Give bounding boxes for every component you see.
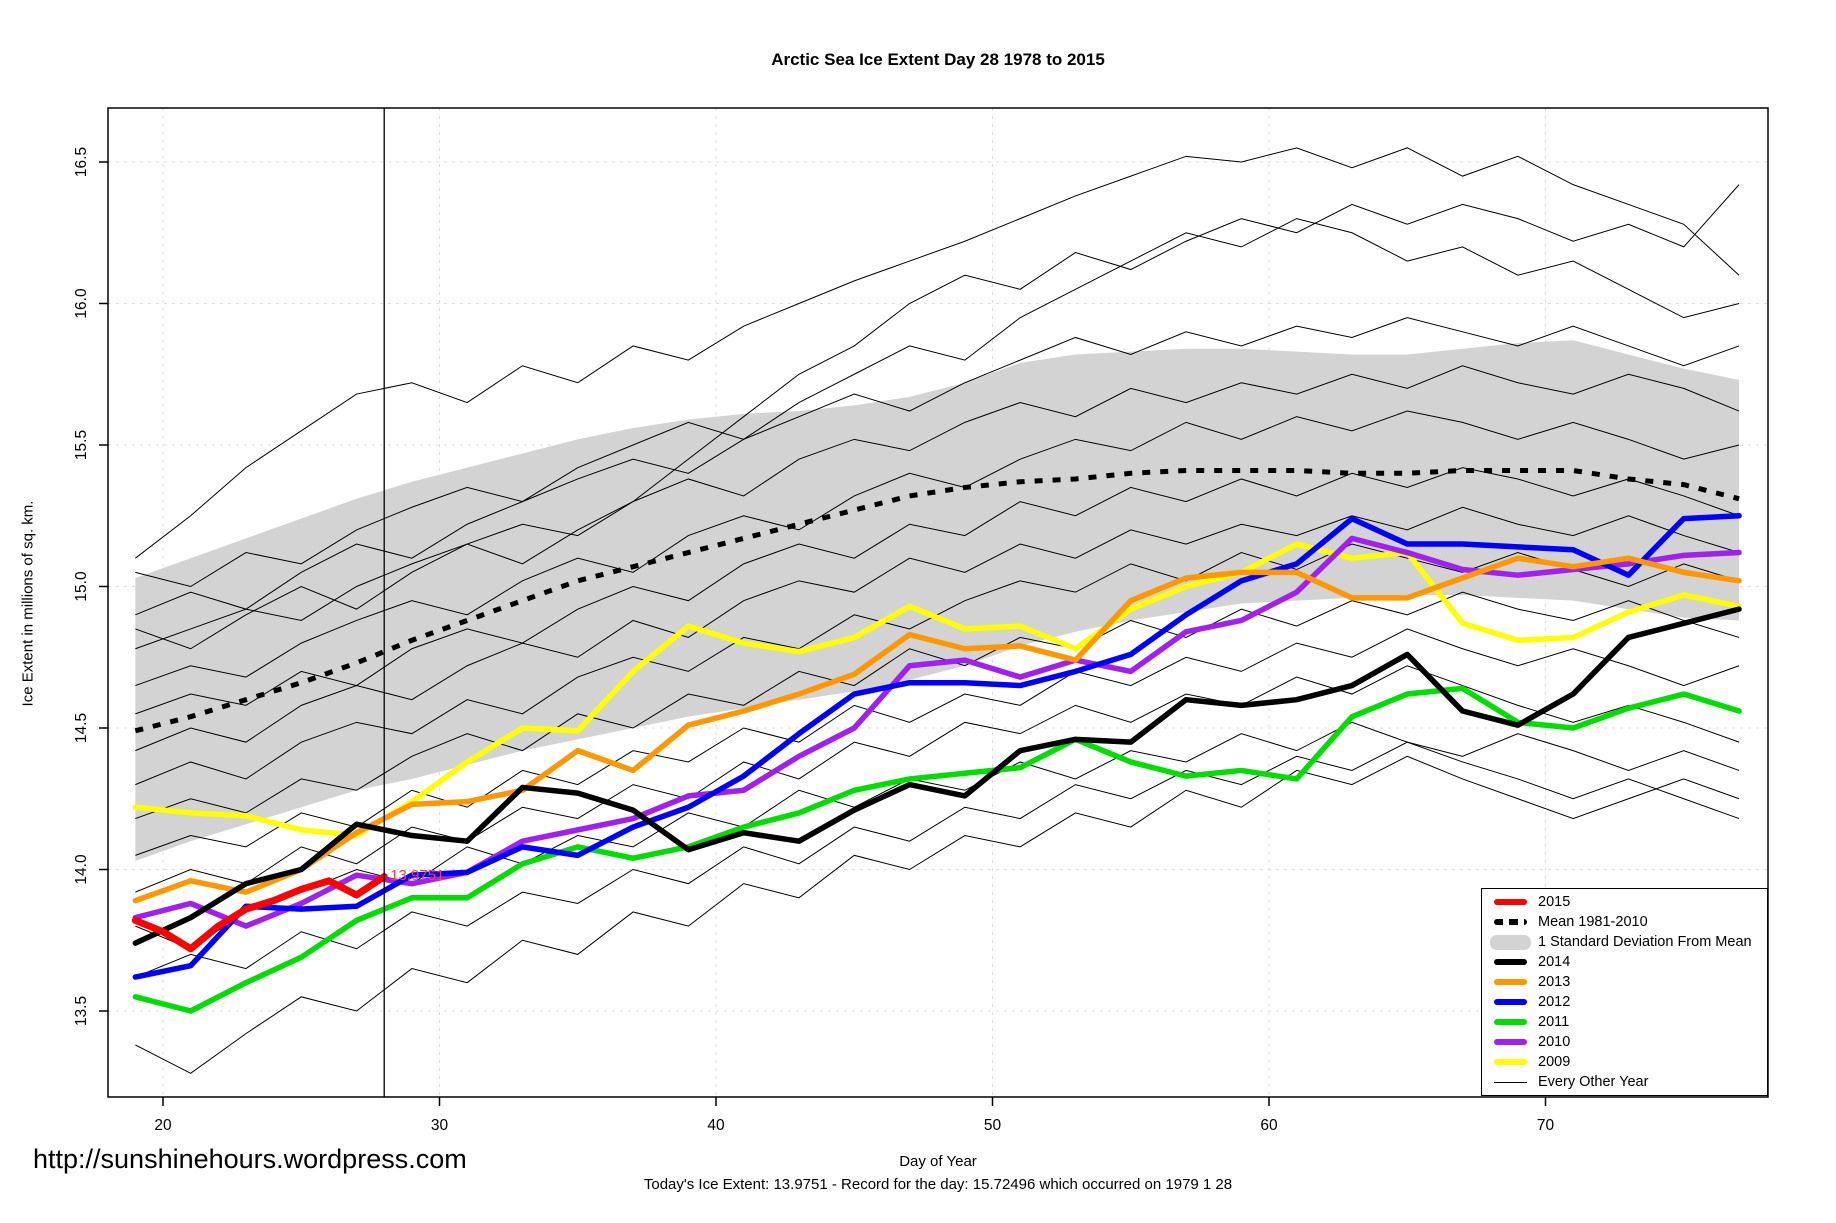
x-axis-title: Day of Year xyxy=(899,1153,977,1170)
legend-label: 2011 xyxy=(1538,1014,1570,1030)
legend-label: 2012 xyxy=(1538,994,1571,1010)
legend-swatch xyxy=(1490,934,1531,950)
legend-swatch xyxy=(1494,1059,1527,1065)
y-tick-label: 13.5 xyxy=(73,996,90,1026)
other-year-line xyxy=(135,591,1740,820)
other-year-line xyxy=(135,365,1740,650)
legend-swatch xyxy=(1494,999,1527,1005)
legend-item-1-standard-deviation-from-mean: 1 Standard Deviation From Mean xyxy=(1482,933,1767,952)
series-2013-line xyxy=(132,555,1742,904)
legend-item-2012: 2012 xyxy=(1482,993,1767,1012)
legend-swatch xyxy=(1494,899,1527,905)
other-year-line xyxy=(135,184,1740,650)
x-tick-label: 50 xyxy=(984,1117,1002,1134)
other-year-line xyxy=(135,317,1740,616)
legend-label: 2013 xyxy=(1538,974,1571,990)
series-2014-line xyxy=(132,606,1742,946)
current-extent-annotation: 13.9751 xyxy=(390,866,445,884)
footer-caption: Today's Ice Extent: 13.9751 - Record for… xyxy=(643,1176,1233,1193)
legend-swatch xyxy=(1494,1039,1527,1045)
x-tick-label: 20 xyxy=(154,1117,172,1134)
other-year-line xyxy=(135,755,1740,1074)
other-year-line xyxy=(135,218,1740,588)
legend-label: Every Other Year xyxy=(1538,1074,1649,1090)
legend-item-2014: 2014 xyxy=(1482,953,1767,972)
legend-item-2013: 2013 xyxy=(1482,973,1767,992)
chart-title: Arctic Sea Ice Extent Day 28 1978 to 201… xyxy=(771,50,1105,69)
legend-swatch xyxy=(1494,919,1527,925)
legend-label: 2014 xyxy=(1538,954,1571,970)
legend-item-2015: 2015 xyxy=(1482,893,1767,912)
other-year-line xyxy=(135,410,1740,687)
other-year-line xyxy=(135,147,1740,559)
y-tick-label: 14.5 xyxy=(73,713,90,743)
other-year-line xyxy=(135,506,1740,752)
other-year-line xyxy=(135,628,1740,856)
legend-box: 2015 Mean 1981-2010 1 Standard Deviation F… xyxy=(1481,888,1768,1096)
legend-swatch xyxy=(1494,1081,1527,1083)
x-tick-label: 30 xyxy=(431,1117,449,1134)
y-tick-label: 15.5 xyxy=(73,430,90,460)
legend-swatch xyxy=(1494,979,1527,985)
legend-item-mean-1981-2010: Mean 1981-2010 xyxy=(1482,913,1767,932)
x-tick-label: 70 xyxy=(1537,1117,1555,1134)
legend-item-2009: 2009 xyxy=(1482,1053,1767,1072)
std-deviation-band xyxy=(135,340,1740,862)
legend-label: 2015 xyxy=(1538,894,1571,910)
y-tick-label: 15.0 xyxy=(73,571,90,602)
y-tick-label: 16.0 xyxy=(73,288,90,319)
legend-label: 2009 xyxy=(1538,1054,1571,1070)
series-2011-line xyxy=(132,685,1742,1014)
watermark-url: http://sunshinehours.wordpress.com xyxy=(33,1144,467,1174)
mean-line xyxy=(134,467,1740,734)
legend-label: Mean 1981-2010 xyxy=(1538,914,1648,930)
y-tick-label: 14.0 xyxy=(73,854,90,885)
x-tick-label: 60 xyxy=(1260,1117,1278,1134)
legend-item-every-other-year: Every Other Year xyxy=(1482,1073,1767,1092)
plot-border xyxy=(107,107,1769,1098)
other-year-line xyxy=(135,741,1740,978)
legend-label: 1 Standard Deviation From Mean xyxy=(1538,934,1752,950)
legend-item-2011: 2011 xyxy=(1482,1013,1767,1032)
series-2012-line xyxy=(132,513,1742,980)
legend-item-2010: 2010 xyxy=(1482,1033,1767,1052)
legend-swatch xyxy=(1494,959,1527,965)
legend-label: 2010 xyxy=(1538,1034,1571,1050)
x-tick-label: 40 xyxy=(707,1117,725,1134)
y-tick-label: 16.5 xyxy=(73,147,90,177)
series-2015-line xyxy=(131,873,388,953)
legend-swatch xyxy=(1494,1019,1527,1025)
